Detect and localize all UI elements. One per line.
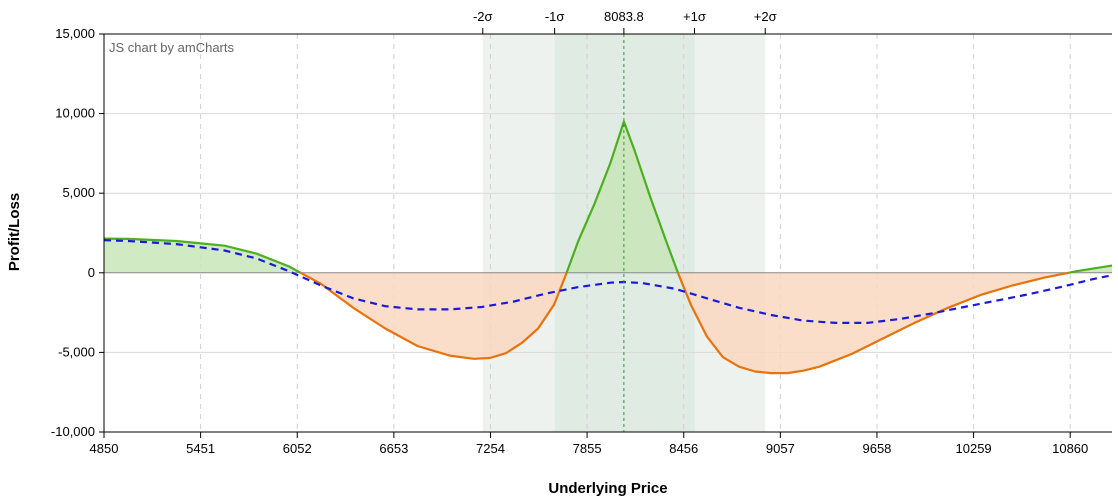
sigma-label: +2σ [754, 9, 777, 24]
sigma-label: -1σ [545, 9, 565, 24]
sigma-label: -2σ [473, 9, 493, 24]
x-tick-label: 8456 [669, 441, 698, 456]
y-tick-label: 0 [88, 265, 95, 280]
expiration-line-profit [103, 237, 302, 274]
profit-area [104, 238, 301, 273]
y-tick-label: 5,000 [62, 185, 95, 200]
y-tick-label: -5,000 [58, 344, 95, 359]
x-tick-label: 6653 [379, 441, 408, 456]
x-tick-label: 7855 [573, 441, 602, 456]
y-tick-label: 15,000 [55, 26, 95, 41]
y-tick-label: 10,000 [55, 106, 95, 121]
loss-area [300, 272, 567, 359]
profit-area [566, 121, 678, 273]
x-tick-label: 4850 [90, 441, 119, 456]
x-axis-title: Underlying Price [548, 480, 667, 497]
sigma-label: +1σ [683, 9, 706, 24]
x-tick-label: 6052 [283, 441, 312, 456]
expiration-line-profit [565, 120, 679, 274]
x-tick-label: 10860 [1052, 441, 1088, 456]
expiration-line-loss [676, 271, 1069, 375]
chart-credit: JS chart by amCharts [109, 40, 234, 55]
x-tick-label: 5451 [186, 441, 215, 456]
y-tick-label: -10,000 [51, 424, 95, 439]
x-tick-label: 9057 [766, 441, 795, 456]
x-tick-label: 7254 [476, 441, 505, 456]
expiration-line-profit [1068, 264, 1113, 274]
sigma-label: 8083.8 [604, 9, 644, 24]
y-axis-title: Profit/Loss [6, 193, 23, 271]
x-tick-label: 9658 [862, 441, 891, 456]
expiration-line-loss [300, 271, 568, 360]
x-tick-label: 10259 [956, 441, 992, 456]
